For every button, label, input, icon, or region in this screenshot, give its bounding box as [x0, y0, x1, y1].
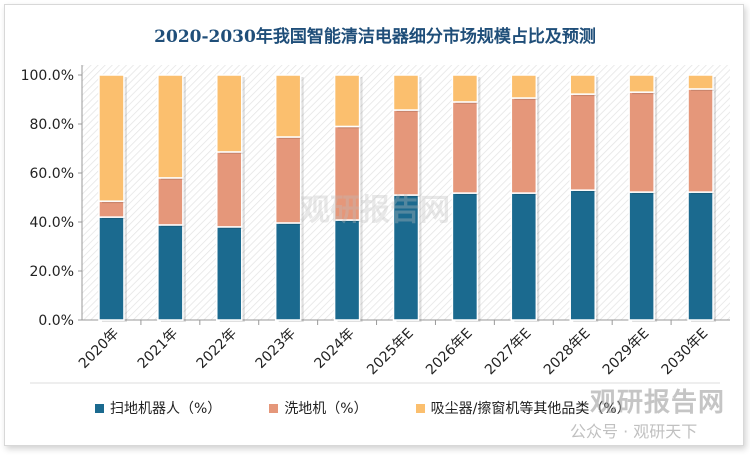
center-watermark: 观研报告网	[300, 193, 450, 228]
y-tick-label: 40.0%	[30, 215, 74, 231]
bar-segment	[687, 191, 714, 321]
bar-segment	[157, 177, 184, 226]
bar-segment	[510, 192, 538, 321]
chart-title: 2020-2030年我国智能清洁电器细分市场规模占比及预测	[154, 27, 596, 47]
bar-segment	[216, 226, 243, 321]
y-tick-label: 100.0%	[21, 68, 74, 84]
bar-segment	[628, 74, 655, 93]
bar-segment	[569, 93, 596, 191]
x-tick-label: 2028年E	[541, 326, 594, 379]
x-tick-label: 2026年E	[423, 326, 476, 379]
bar-segment	[216, 151, 243, 228]
legend-label: 扫地机器人（%）	[110, 401, 222, 417]
bar-segment	[451, 74, 479, 103]
legend: 扫地机器人（%） 洗地机（%） 吸尘器/擦窗机等其他品类（%）	[95, 398, 631, 418]
legend-swatch	[95, 403, 104, 413]
bar-segment	[98, 216, 125, 321]
corner-watermark-logo: 观研报告网	[590, 388, 726, 418]
y-tick-label: 60.0%	[30, 166, 74, 182]
legend-item: 洗地机（%）	[269, 398, 368, 418]
bar-segment	[274, 136, 302, 224]
x-tick-label: 2021年	[135, 326, 181, 372]
y-tick-label: 0.0%	[38, 313, 74, 329]
corner-watermark-sub: 公众号 · 观研天下	[570, 422, 698, 441]
bar-segment	[392, 194, 420, 321]
bar-segment	[274, 222, 302, 321]
bar-segment	[569, 189, 596, 321]
bar-segment	[510, 97, 538, 194]
bar-segment	[687, 88, 714, 193]
legend-swatch	[415, 403, 425, 413]
bar-segment	[687, 74, 714, 90]
bar-segment	[274, 74, 302, 138]
x-tick-label: 2022年	[194, 326, 240, 372]
bar-segment	[216, 74, 243, 153]
legend-label: 洗地机（%）	[284, 401, 368, 417]
x-tick-label: 2023年	[253, 326, 299, 372]
bar-segment	[98, 74, 125, 202]
x-tick-label: 2029年E	[600, 326, 653, 379]
y-tick-label: 80.0%	[30, 117, 74, 133]
legend-item: 吸尘器/擦窗机等其他品类（%）	[415, 398, 631, 418]
x-tick-label: 2027年E	[482, 326, 535, 379]
bar-segment	[451, 101, 479, 194]
x-tick-label: 2024年	[312, 326, 358, 372]
bar-segment	[628, 91, 655, 193]
legend-swatch	[269, 403, 279, 413]
y-tick-label: 20.0%	[30, 264, 74, 280]
bar-segment	[392, 109, 420, 196]
legend-item: 扫地机器人（%）	[95, 398, 221, 418]
bar-segment	[157, 224, 184, 321]
x-tick-label: 2020年	[76, 326, 122, 372]
bar-segment	[98, 200, 125, 218]
x-tick-label: 2025年E	[364, 326, 417, 379]
bar-segment	[628, 191, 655, 321]
legend-label: 吸尘器/擦窗机等其他品类（%）	[430, 401, 631, 417]
bar-segment	[392, 74, 420, 111]
x-tick-label: 2030年E	[659, 326, 712, 379]
bar-segment	[333, 219, 361, 321]
bar-segment	[157, 74, 184, 179]
bar-segment	[451, 192, 479, 321]
bar-segment	[510, 74, 538, 99]
bar-segment	[333, 74, 361, 128]
bar-segment	[569, 74, 596, 95]
